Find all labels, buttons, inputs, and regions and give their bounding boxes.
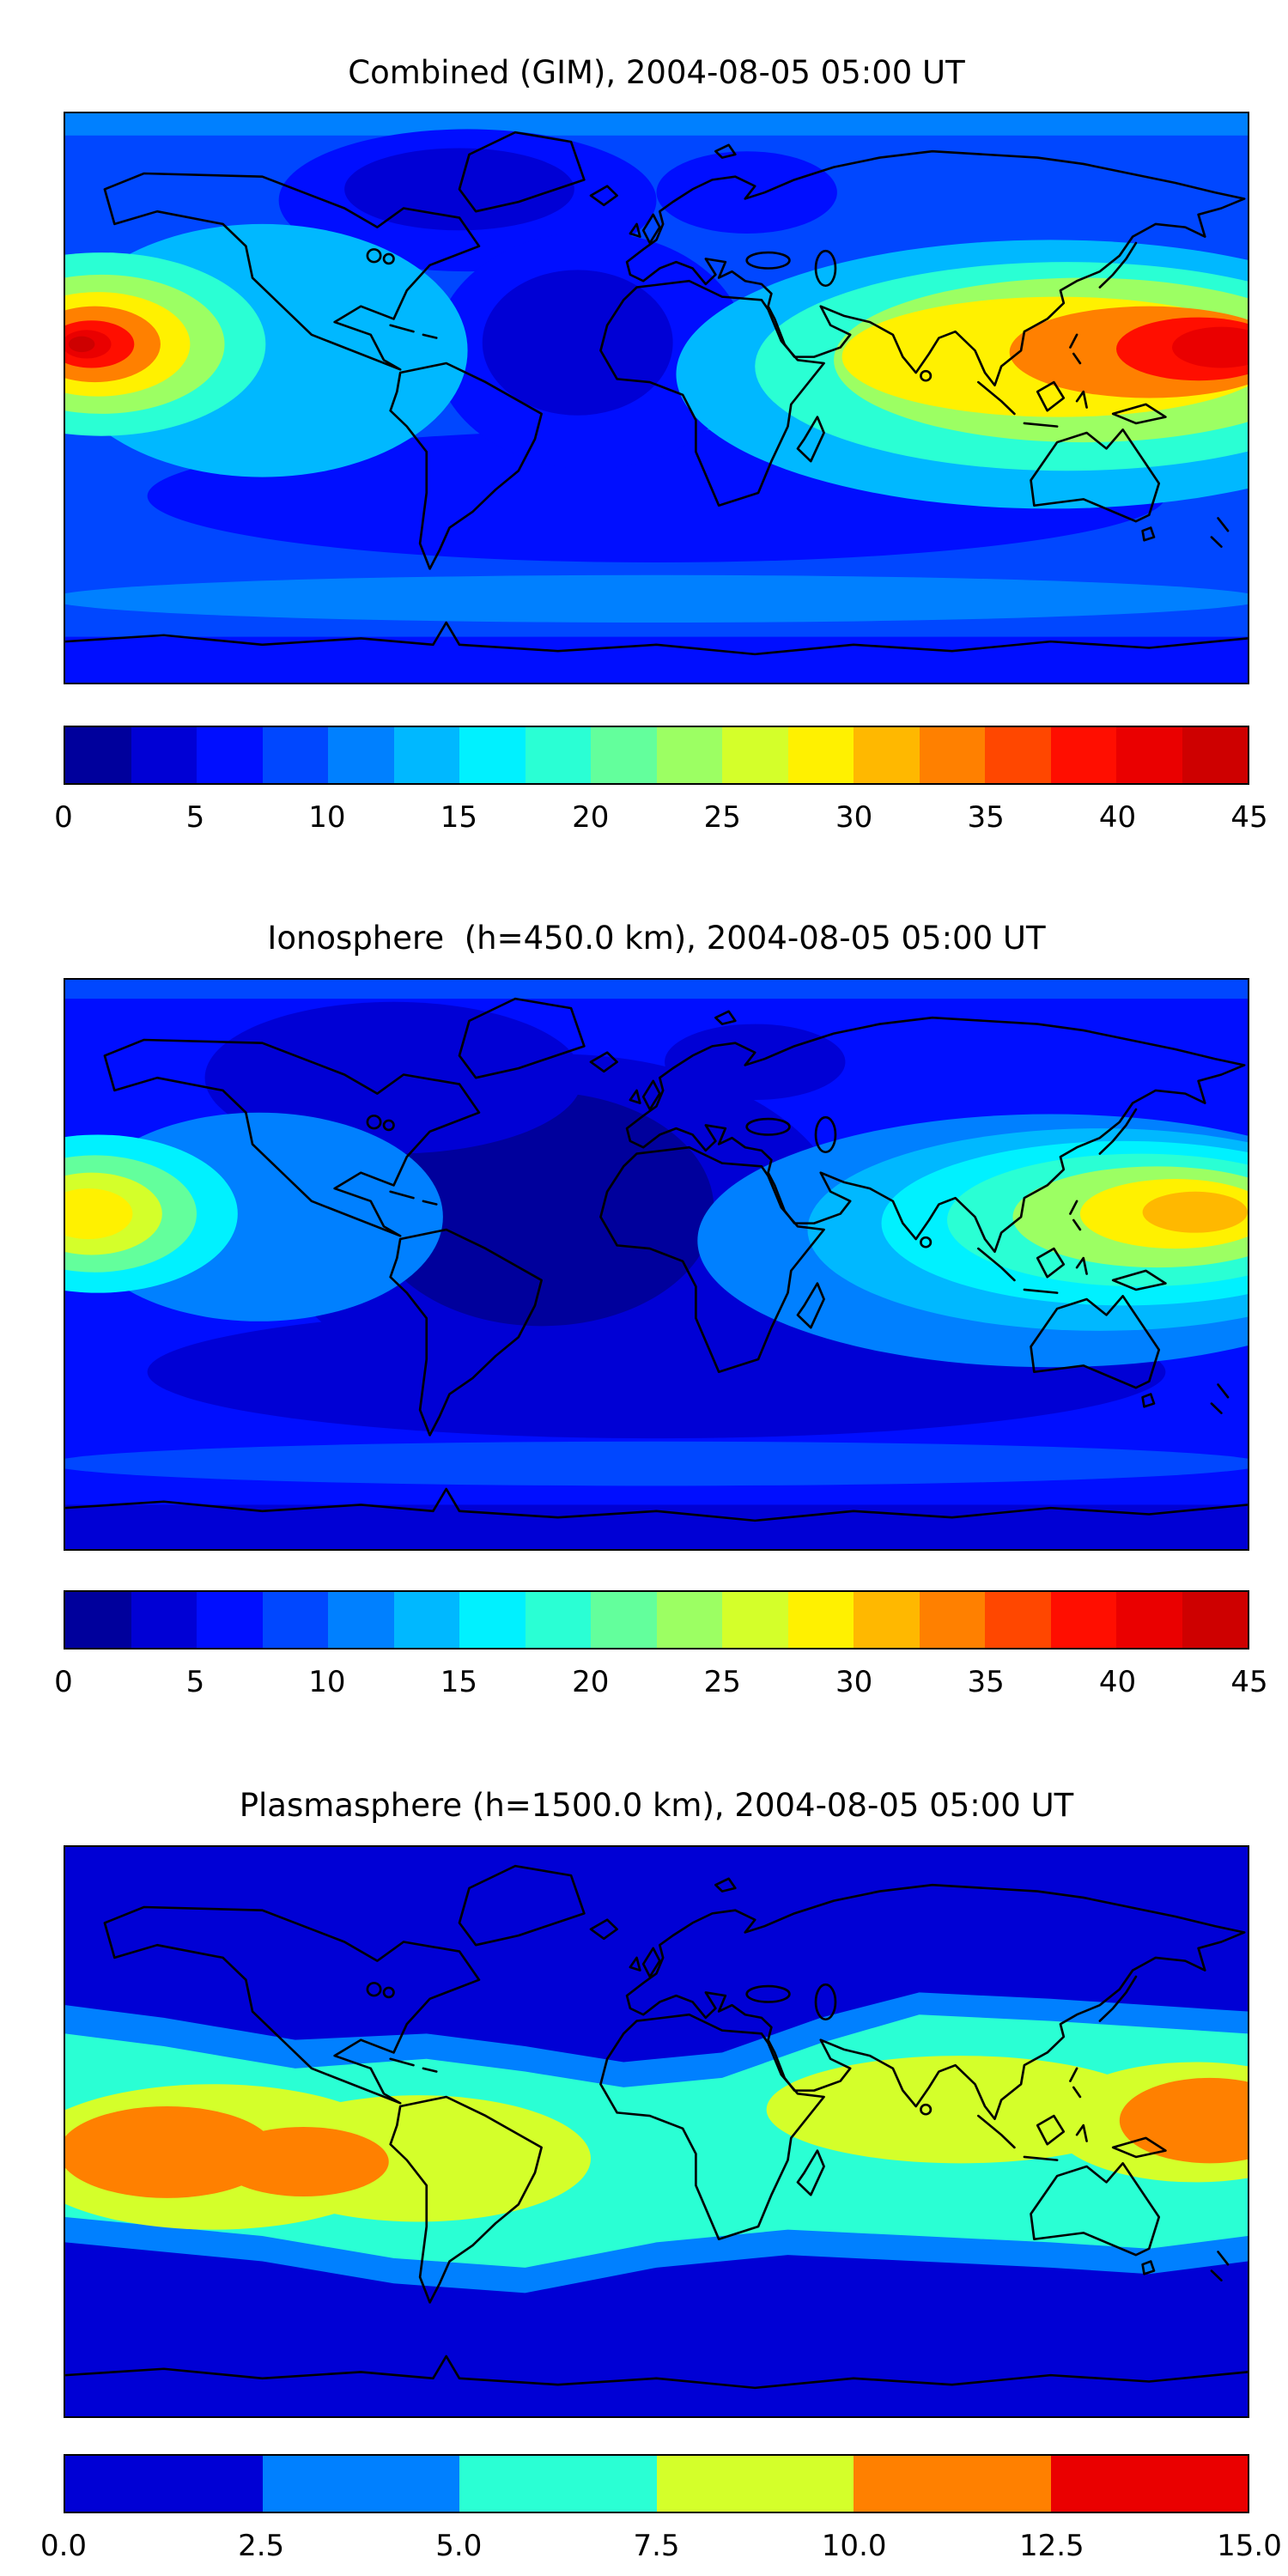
colorbar-tick-label: 20 bbox=[572, 800, 610, 835]
colorbar-segment bbox=[656, 2456, 854, 2512]
colorbar-segment bbox=[919, 727, 985, 783]
colorbar-tick-label: 40 bbox=[1098, 800, 1137, 835]
colorbar-segment bbox=[1116, 727, 1182, 783]
colorbar-tick-label: 5.0 bbox=[435, 2529, 483, 2563]
colorbar-segment bbox=[65, 727, 131, 783]
colorbar-tick-label: 15 bbox=[440, 1665, 477, 1699]
colorbar-segment bbox=[1116, 1592, 1182, 1648]
colorbar-segment bbox=[393, 727, 459, 783]
colorbar-segment bbox=[459, 1592, 526, 1648]
colorbar-segment bbox=[985, 1592, 1051, 1648]
colorbar-combined bbox=[64, 726, 1249, 785]
colorbar-tick-label: 45 bbox=[1230, 800, 1268, 835]
contour-fills-ionosphere bbox=[65, 980, 1248, 1549]
colorbar-segment bbox=[591, 1592, 657, 1648]
colorbar-segment bbox=[854, 1592, 920, 1648]
colorbar-segment bbox=[459, 2456, 657, 2512]
colorbar-segment bbox=[722, 1592, 788, 1648]
colorbar-segment bbox=[131, 1592, 197, 1648]
colorbar-tick-label: 12.5 bbox=[1018, 2529, 1084, 2563]
colorbar-tick-label: 25 bbox=[703, 800, 741, 835]
colorbar-tick-label: 30 bbox=[835, 800, 873, 835]
colorbar-segment bbox=[787, 727, 854, 783]
colorbar-tick-label: 40 bbox=[1098, 1665, 1137, 1699]
colorbar-segment bbox=[1050, 1592, 1116, 1648]
colorbar-segment bbox=[854, 2456, 1051, 2512]
colorbar-segment bbox=[197, 727, 263, 783]
colorbar-tick-label: 0.0 bbox=[39, 2529, 88, 2563]
colorbar-tick-label: 2.5 bbox=[238, 2529, 285, 2563]
colorbar-tick-label: 10 bbox=[308, 800, 346, 835]
panel-title-ionosphere: Ionosphere (h=450.0 km), 2004-08-05 05:0… bbox=[267, 920, 1046, 957]
colorbar-tick-label: 35 bbox=[967, 800, 1005, 835]
colorbar-segment bbox=[262, 1592, 328, 1648]
colorbar-tick-label: 45 bbox=[1230, 1665, 1268, 1699]
colorbar-segment bbox=[1050, 2456, 1248, 2512]
colorbar-segment bbox=[1182, 727, 1248, 783]
colorbar-segment bbox=[262, 2456, 459, 2512]
colorbar-segment bbox=[197, 1592, 263, 1648]
plasmasphere-equatorial-highs bbox=[65, 2056, 1248, 2230]
colorbar-segment bbox=[1182, 1592, 1248, 1648]
colorbar-tick-label: 10.0 bbox=[821, 2529, 887, 2563]
tec-hotspot-east-asia bbox=[807, 1128, 1248, 1331]
colorbar-tick-label: 30 bbox=[835, 1665, 873, 1699]
colorbar-segment bbox=[131, 727, 197, 783]
colorbar-segment bbox=[656, 1592, 722, 1648]
panel-title-plasmasphere: Plasmasphere (h=1500.0 km), 2004-08-05 0… bbox=[239, 1787, 1074, 1824]
colorbar-tick-label: 10 bbox=[308, 1665, 346, 1699]
colorbar-segment bbox=[65, 2456, 263, 2512]
colorbar-segment bbox=[65, 1592, 131, 1648]
colorbar-plasmasphere bbox=[64, 2454, 1249, 2513]
colorbar-ticks-plasmasphere: 0.0 2.5 5.0 7.5 10.0 12.5 15.0 bbox=[40, 2527, 1282, 2565]
colorbar-segment bbox=[919, 1592, 985, 1648]
panel-title-combined: Combined (GIM), 2004-08-05 05:00 UT bbox=[348, 54, 965, 91]
colorbar-ticks-combined: 0 5 10 15 20 25 30 35 40 45 bbox=[54, 799, 1267, 836]
colorbar-segment bbox=[591, 727, 657, 783]
colorbar-segment bbox=[722, 727, 788, 783]
colorbar-segment bbox=[393, 1592, 459, 1648]
colorbar-tick-label: 25 bbox=[703, 1665, 741, 1699]
colorbar-segment bbox=[525, 1592, 591, 1648]
colorbar-segment bbox=[854, 727, 920, 783]
contour-fills-plasmasphere bbox=[65, 1847, 1248, 2416]
colorbar-tick-label: 35 bbox=[967, 1665, 1005, 1699]
colorbar-segment bbox=[787, 1592, 854, 1648]
tec-hotspot-west-pacific bbox=[65, 1134, 238, 1293]
colorbar-ionosphere bbox=[64, 1590, 1249, 1649]
colorbar-segment bbox=[328, 727, 394, 783]
colorbar-segment bbox=[459, 727, 526, 783]
map-plasmasphere bbox=[64, 1845, 1249, 2418]
colorbar-tick-label: 5 bbox=[185, 1665, 205, 1699]
map-ionosphere bbox=[64, 978, 1249, 1551]
colorbar-segment bbox=[328, 1592, 394, 1648]
colorbar-segment bbox=[656, 727, 722, 783]
tec-hotspot-west-pacific bbox=[65, 252, 266, 436]
colorbar-tick-label: 0 bbox=[54, 800, 73, 835]
colorbar-tick-label: 5 bbox=[185, 800, 205, 835]
colorbar-tick-label: 7.5 bbox=[633, 2529, 680, 2563]
colorbar-ticks-ionosphere: 0 5 10 15 20 25 30 35 40 45 bbox=[54, 1663, 1267, 1701]
colorbar-segment bbox=[525, 727, 591, 783]
colorbar-tick-label: 0 bbox=[54, 1665, 73, 1699]
colorbar-tick-label: 15.0 bbox=[1217, 2529, 1282, 2563]
colorbar-segment bbox=[985, 727, 1051, 783]
colorbar-tick-label: 20 bbox=[572, 1665, 610, 1699]
colorbar-segment bbox=[1050, 727, 1116, 783]
contour-fills-combined bbox=[65, 113, 1248, 683]
map-combined bbox=[64, 112, 1249, 684]
colorbar-segment bbox=[262, 727, 328, 783]
colorbar-tick-label: 15 bbox=[440, 800, 477, 835]
